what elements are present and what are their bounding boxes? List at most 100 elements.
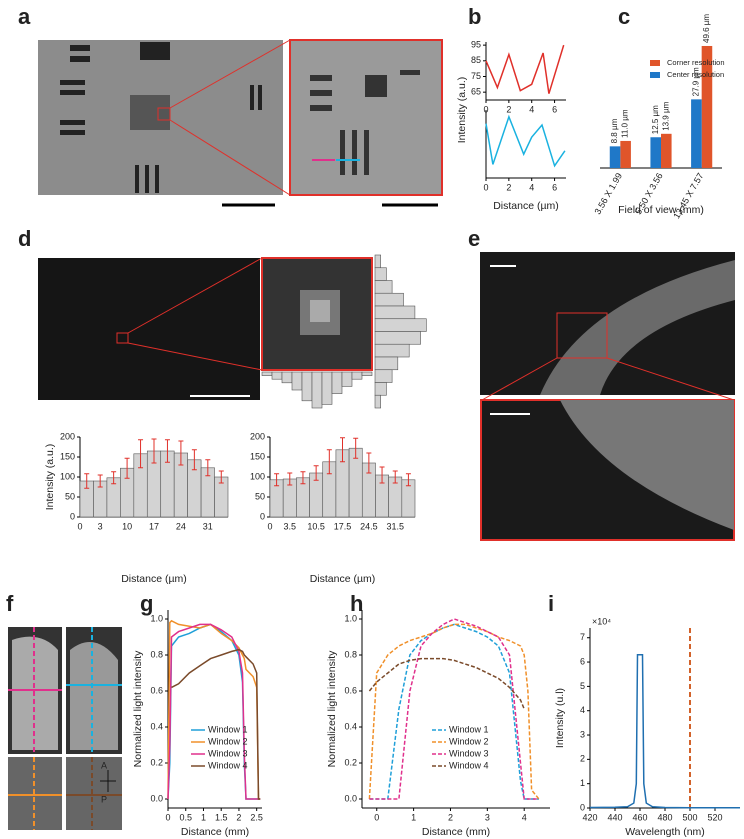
- error-bar: [300, 471, 306, 485]
- x-tick-label: 3: [98, 521, 103, 531]
- y-tick-label: 100: [250, 471, 265, 481]
- error-bar: [124, 457, 130, 479]
- y-tick-label: 0.2: [344, 757, 357, 767]
- error-bar: [164, 439, 170, 463]
- y-tick-label: 1: [580, 778, 585, 788]
- histogram-bar: [351, 371, 363, 380]
- y-tick-label: 95: [471, 40, 481, 50]
- legend-label: Window 2: [449, 736, 489, 746]
- x-tick-label: 1.5: [215, 812, 228, 822]
- histogram-bar: [281, 371, 293, 384]
- x-axis-label: Distance (mm): [422, 826, 490, 838]
- histogram-bar: [374, 267, 387, 281]
- zoom-line: [606, 357, 735, 401]
- x-tick-label: 4: [529, 182, 534, 192]
- line-series: [369, 623, 539, 800]
- error-bar: [340, 437, 345, 463]
- y-tick-label: 100: [60, 471, 75, 481]
- tissue: [540, 260, 735, 395]
- x-tick-label: 500: [682, 812, 697, 822]
- error-bar: [111, 471, 117, 485]
- y-tick-label: 0: [70, 511, 75, 521]
- y-tick-label: 0: [580, 802, 585, 812]
- x-tick-label: 1: [411, 812, 416, 822]
- y-tick-label: 0.6: [150, 685, 163, 695]
- zoom-line: [169, 39, 291, 109]
- value-label: 8.8 µm: [610, 118, 619, 143]
- histogram-bar: [261, 371, 273, 376]
- y-tick-label: 2: [580, 754, 585, 764]
- y-tick-label: 85: [471, 55, 481, 65]
- error-bar: [218, 470, 224, 484]
- bar: [701, 45, 713, 168]
- x-tick-label: 31: [203, 521, 213, 531]
- y-axis-label: Normalized light intensity: [326, 650, 338, 767]
- x-tick-label: 0: [483, 104, 488, 114]
- legend-swatch: [650, 72, 660, 78]
- error-bar: [151, 438, 157, 464]
- line-series: [485, 44, 565, 94]
- x-tick-label: 1: [201, 812, 206, 822]
- zoom-box: [116, 332, 129, 344]
- x-tick-label: 24: [176, 521, 186, 531]
- histogram-bar: [341, 371, 353, 387]
- zoom-line: [481, 357, 558, 401]
- error-bar: [205, 459, 211, 477]
- y-tick-label: 0.0: [150, 793, 163, 803]
- target-bars: [60, 42, 262, 193]
- x-axis-label: Wavelength (nm): [625, 826, 705, 838]
- tissue: [560, 400, 734, 530]
- error-bar: [313, 465, 319, 481]
- histogram-bar: [374, 331, 421, 345]
- y-tick-label: 50: [65, 491, 75, 501]
- orientation-arrows: [100, 770, 116, 792]
- bead-zoom: [261, 257, 373, 371]
- line-series: [167, 623, 261, 800]
- y-tick-label: 65: [471, 87, 481, 97]
- legend-label: Window 4: [449, 760, 489, 770]
- x-tick-label: 520: [707, 812, 722, 822]
- x-tick-label: 0: [483, 182, 488, 192]
- panel-label: d: [18, 226, 31, 251]
- y-tick-label: 5: [580, 681, 585, 691]
- bar: [650, 137, 661, 168]
- histogram-bar: [374, 292, 404, 307]
- y-tick-label: 1.0: [344, 613, 357, 623]
- bar: [620, 140, 631, 168]
- histogram-bar: [311, 371, 323, 409]
- x-tick-label: 440: [607, 812, 622, 822]
- line-series: [167, 623, 261, 800]
- y-tick-label: 0: [260, 511, 265, 521]
- y-tick-label: 4: [580, 705, 585, 715]
- value-label: 49.6 µm: [702, 14, 711, 43]
- y-tick-label: 0.0: [344, 793, 357, 803]
- x-tick-label: 17.5: [334, 521, 352, 531]
- y-tick-label: 150: [250, 451, 265, 461]
- y-tick-label: 0.8: [150, 649, 163, 659]
- legend-label: Window 4: [208, 760, 248, 770]
- legend-label: Window 3: [208, 748, 248, 758]
- y-axis-label: Normalized light intensity: [132, 650, 144, 767]
- y-tick-label: 75: [471, 71, 481, 81]
- x-tick-label: 420: [582, 812, 597, 822]
- y-tick-label: 0.4: [150, 721, 163, 731]
- zoom-line: [127, 342, 263, 371]
- orientation-label: A: [101, 760, 107, 770]
- panel-label: h: [350, 591, 363, 616]
- line-series: [589, 654, 740, 809]
- x-tick-label: 6: [552, 182, 557, 192]
- value-label: 13.9 µm: [661, 101, 670, 130]
- x-tick-label: 3.5: [284, 521, 297, 531]
- zoom-line: [169, 119, 291, 196]
- panel-label: f: [6, 591, 14, 616]
- x-tick-label: 2: [236, 812, 241, 822]
- zoom-line: [127, 257, 263, 334]
- x-tick-label: 10.5: [307, 521, 325, 531]
- panel-label: g: [140, 591, 153, 616]
- y-tick-label: 1.0: [150, 613, 163, 623]
- error-bar: [353, 437, 359, 459]
- x-axis-label: Distance (µm): [493, 200, 559, 212]
- x-tick-label: 31.5: [386, 521, 404, 531]
- panel-label: e: [468, 226, 480, 251]
- panel-label: a: [18, 4, 31, 29]
